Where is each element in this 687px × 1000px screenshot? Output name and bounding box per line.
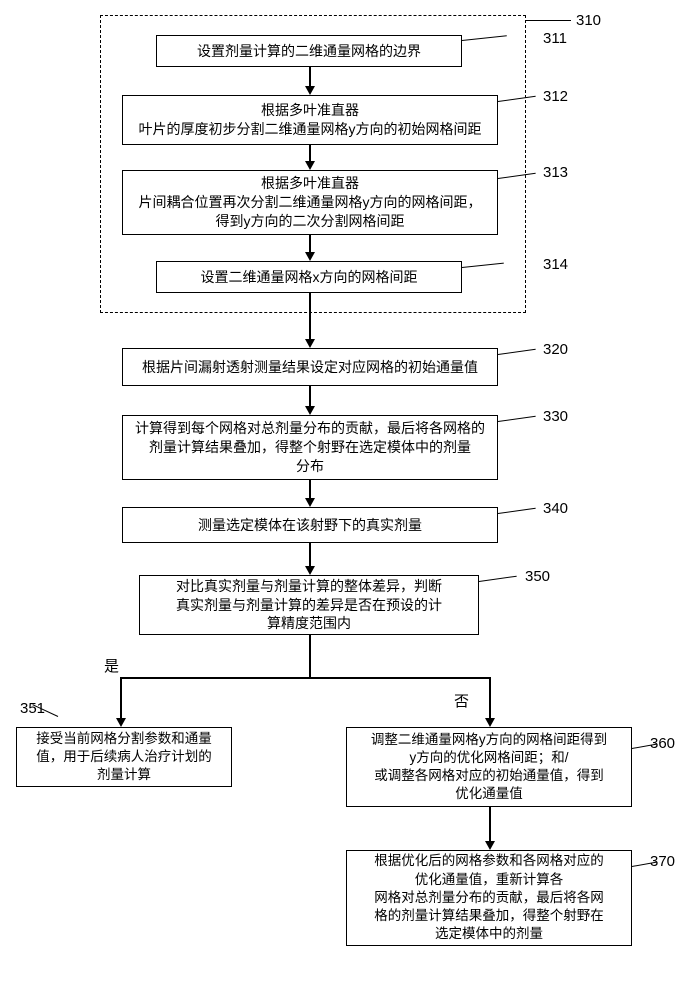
box-314: 设置二维通量网格x方向的网格间距	[156, 261, 462, 293]
arrow-360-370	[489, 807, 491, 842]
arrow-330-340	[309, 480, 311, 499]
label-350: 350	[525, 568, 550, 585]
arrowhead-313-314	[305, 252, 315, 261]
arrow-340-350	[309, 543, 311, 567]
label-no: 否	[454, 690, 469, 711]
box-320: 根据片间漏射透射测量结果设定对应网格的初始通量值	[122, 348, 498, 386]
box-312: 根据多叶准直器 叶片的厚度初步分割二维通量网格y方向的初始网格间距	[122, 95, 498, 145]
text-314: 设置二维通量网格x方向的网格间距	[201, 268, 418, 287]
label-330: 330	[543, 408, 568, 425]
no-arrowhead	[485, 718, 495, 727]
text-360: 调整二维通量网格y方向的网格间距得到 y方向的优化网格间距；和/ 或调整各网格对…	[371, 731, 607, 804]
box-370: 根据优化后的网格参数和各网格对应的 优化通量值，重新计算各 网格对总剂量分布的贡…	[346, 850, 632, 946]
text-370: 根据优化后的网格参数和各网格对应的 优化通量值，重新计算各 网格对总剂量分布的贡…	[374, 852, 604, 943]
box-311: 设置剂量计算的二维通量网格的边界	[156, 35, 462, 67]
arrow-314-320	[309, 293, 311, 340]
label-yes: 是	[104, 655, 119, 676]
arrow-350-branch	[309, 635, 311, 677]
text-330: 计算得到每个网格对总剂量分布的贡献，最后将各网格的 剂量计算结果叠加，得整个射野…	[135, 419, 485, 476]
lead-310	[526, 20, 571, 21]
box-360: 调整二维通量网格y方向的网格间距得到 y方向的优化网格间距；和/ 或调整各网格对…	[346, 727, 632, 807]
arrowhead-312-313	[305, 161, 315, 170]
label-310: 310	[576, 12, 601, 29]
box-330: 计算得到每个网格对总剂量分布的贡献，最后将各网格的 剂量计算结果叠加，得整个射野…	[122, 415, 498, 480]
arrowhead-360-370	[485, 841, 495, 850]
no-vline	[489, 677, 491, 719]
label-370: 370	[650, 853, 675, 870]
text-351: 接受当前网格分割参数和通量 值，用于后续病人治疗计划的 剂量计算	[36, 730, 212, 785]
yes-arrowhead	[116, 718, 126, 727]
text-350: 对比真实剂量与剂量计算的整体差异，判断 真实剂量与剂量计算的差异是否在预设的计 …	[176, 577, 442, 634]
arrow-320-330	[309, 386, 311, 407]
yes-vline	[120, 677, 122, 719]
text-311: 设置剂量计算的二维通量网格的边界	[197, 42, 421, 61]
label-320: 320	[543, 341, 568, 358]
lead-330	[498, 416, 536, 422]
label-311: 311	[543, 30, 567, 47]
label-312: 312	[543, 88, 568, 105]
box-340: 测量选定模体在该射野下的真实剂量	[122, 507, 498, 543]
arrowhead-320-330	[305, 406, 315, 415]
text-313: 根据多叶准直器 片间耦合位置再次分割二维通量网格y方向的网格间距， 得到y方向的…	[139, 174, 482, 231]
text-340: 测量选定模体在该射野下的真实剂量	[198, 516, 422, 535]
text-312: 根据多叶准直器 叶片的厚度初步分割二维通量网格y方向的初始网格间距	[139, 101, 482, 139]
arrow-312-313	[309, 145, 311, 162]
box-313: 根据多叶准直器 片间耦合位置再次分割二维通量网格y方向的网格间距， 得到y方向的…	[122, 170, 498, 235]
lead-340	[498, 508, 536, 514]
branch-hline	[120, 677, 490, 679]
arrowhead-311-312	[305, 86, 315, 95]
text-320: 根据片间漏射透射测量结果设定对应网格的初始通量值	[142, 358, 478, 377]
arrowhead-330-340	[305, 498, 315, 507]
arrow-311-312	[309, 67, 311, 87]
lead-350	[479, 576, 517, 582]
label-351: 351	[20, 700, 45, 717]
box-351: 接受当前网格分割参数和通量 值，用于后续病人治疗计划的 剂量计算	[16, 727, 232, 787]
label-313: 313	[543, 164, 568, 181]
box-350: 对比真实剂量与剂量计算的整体差异，判断 真实剂量与剂量计算的差异是否在预设的计 …	[139, 575, 479, 635]
arrow-313-314	[309, 235, 311, 253]
lead-320	[498, 349, 536, 355]
label-314: 314	[543, 256, 568, 273]
arrowhead-314-320	[305, 339, 315, 348]
label-360: 360	[650, 735, 675, 752]
label-340: 340	[543, 500, 568, 517]
arrowhead-340-350	[305, 566, 315, 575]
